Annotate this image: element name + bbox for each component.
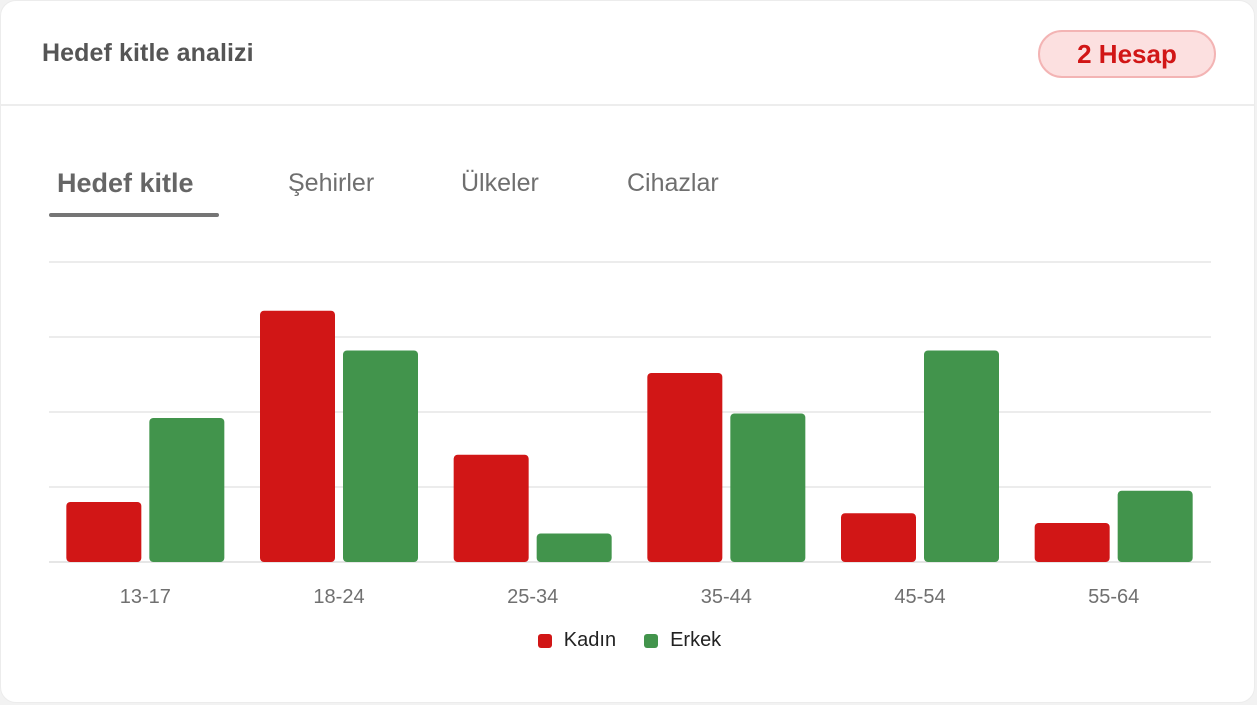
legend-label-erkek: Erkek bbox=[670, 629, 722, 651]
legend-label-kadin: Kadın bbox=[563, 629, 617, 651]
x-tick-label: 13-17 bbox=[120, 586, 171, 608]
card-title: Hedef kitle analizi bbox=[42, 39, 254, 67]
tab-cihazlar[interactable]: Cihazlar bbox=[627, 169, 719, 197]
account-count-badge[interactable]: 2 Hesap bbox=[1038, 30, 1216, 78]
legend-swatch-kadin bbox=[537, 633, 552, 648]
bar-kadin-18-24[interactable] bbox=[260, 310, 335, 562]
bar-erkek-45-54[interactable] bbox=[924, 350, 999, 563]
bar-kadin-35-44[interactable] bbox=[647, 373, 723, 562]
bar-kadin-55-64[interactable] bbox=[1034, 523, 1110, 562]
tab-hedef-kitle[interactable]: Hedef kitle bbox=[57, 168, 194, 198]
x-tick-label: 35-44 bbox=[701, 586, 752, 608]
x-tick-label: 25-34 bbox=[507, 586, 558, 608]
bar-kadin-13-17[interactable] bbox=[66, 502, 142, 562]
legend-item-erkek[interactable]: Erkek bbox=[644, 629, 721, 652]
bar-erkek-55-64[interactable] bbox=[1117, 490, 1193, 562]
legend-swatch-erkek bbox=[644, 633, 659, 648]
chart-legend: Kadın Erkek bbox=[1, 629, 1254, 652]
bar-erkek-25-34[interactable] bbox=[536, 533, 612, 563]
tab-sehirler[interactable]: Şehirler bbox=[288, 169, 375, 197]
bar-erkek-13-17[interactable] bbox=[149, 418, 225, 562]
bar-kadin-25-34[interactable] bbox=[453, 454, 529, 562]
bar-erkek-35-44[interactable] bbox=[730, 413, 806, 563]
card-header: Hedef kitle analizi 2 Hesap bbox=[1, 1, 1254, 106]
legend-item-kadin[interactable]: Kadın bbox=[537, 629, 617, 652]
tab-ulkeler[interactable]: Ülkeler bbox=[461, 169, 539, 197]
x-tick-label: 45-54 bbox=[894, 586, 945, 608]
x-tick-label: 18-24 bbox=[313, 586, 364, 608]
active-tab-indicator bbox=[49, 213, 219, 217]
x-tick-label: 55-64 bbox=[1088, 586, 1139, 608]
bar-erkek-18-24[interactable] bbox=[343, 350, 418, 563]
bar-kadin-45-54[interactable] bbox=[841, 513, 916, 562]
